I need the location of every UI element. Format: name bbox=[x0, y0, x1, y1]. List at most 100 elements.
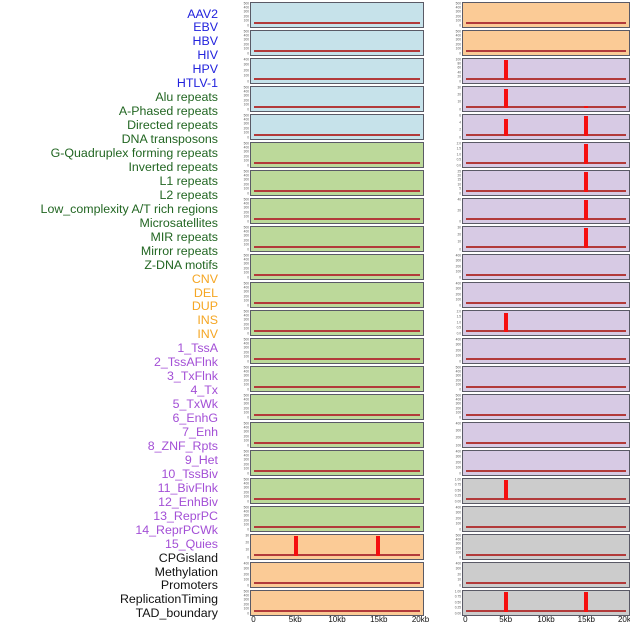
row-label-13-reprpc: 13_ReprPC bbox=[153, 508, 218, 523]
y-tick-label: 20 bbox=[457, 74, 461, 79]
y-tick-label: 0 bbox=[459, 526, 461, 531]
baseline bbox=[254, 330, 420, 332]
y-tick-label: 300 bbox=[455, 373, 461, 378]
data-spike bbox=[583, 115, 588, 136]
y-axis-ticks: 0 100 200 300 400 bbox=[228, 56, 250, 84]
row-label-3-txflnk: 3_TxFlnk bbox=[167, 369, 218, 384]
y-tick-label: 300 bbox=[455, 342, 461, 347]
data-spike bbox=[504, 88, 509, 108]
y-tick-label: 0.0 bbox=[456, 330, 461, 335]
y-tick-label: 10 bbox=[245, 547, 249, 552]
y-tick-label: 100 bbox=[455, 410, 461, 415]
track-left-panel-18: 0 100 200 300 400 500 bbox=[228, 505, 424, 532]
y-tick-label: 20 bbox=[457, 173, 461, 178]
baseline bbox=[254, 526, 420, 528]
y-tick-label: 0 bbox=[247, 162, 249, 167]
row-label-methylation: Methylation bbox=[154, 564, 218, 579]
y-axis-ticks: 0 100 200 300 400 500 bbox=[440, 1, 462, 28]
baseline bbox=[466, 442, 626, 444]
data-spike bbox=[504, 479, 509, 500]
y-tick-label: 20 bbox=[457, 232, 461, 237]
data-spike bbox=[583, 143, 588, 164]
y-tick-label: 300 bbox=[243, 9, 249, 14]
y-tick-label: 300 bbox=[243, 513, 249, 518]
y-tick-label: 200 bbox=[243, 518, 249, 523]
y-tick-label: 1.0 bbox=[456, 151, 461, 156]
row-label-tad-boundary: TAD_boundary bbox=[135, 606, 218, 621]
y-tick-label: 0 bbox=[247, 414, 249, 419]
y-tick-label: 300 bbox=[243, 345, 249, 350]
x-tick-label: 20kb bbox=[617, 615, 630, 624]
y-tick-label: 30 bbox=[457, 224, 461, 229]
y-axis-ticks: 0.00 0.25 0.50 0.75 1.00 bbox=[440, 589, 462, 616]
x-tick-label: 0 bbox=[463, 615, 468, 624]
y-axis-ticks: 0 100 200 300 400 500 bbox=[228, 365, 250, 392]
y-tick-label: 0.75 bbox=[454, 482, 461, 487]
y-tick-label: 300 bbox=[243, 566, 249, 571]
y-tick-label: 500 bbox=[243, 252, 249, 257]
data-spike bbox=[293, 535, 298, 556]
y-tick-label: 400 bbox=[455, 336, 461, 341]
y-tick-label: 200 bbox=[243, 378, 249, 383]
plot-box bbox=[462, 225, 630, 252]
baseline bbox=[254, 610, 420, 612]
y-tick-label: 300 bbox=[243, 401, 249, 406]
row-label-9-het: 9_Het bbox=[184, 452, 218, 467]
baseline bbox=[254, 302, 420, 304]
y-tick-label: 200 bbox=[455, 459, 461, 464]
plot-box bbox=[250, 169, 424, 196]
y-tick-label: 200 bbox=[243, 602, 249, 607]
baseline bbox=[254, 22, 420, 24]
y-axis-ticks: 0 100 200 300 400 500 bbox=[228, 449, 250, 476]
plot-box bbox=[462, 421, 630, 448]
y-tick-label: 400 bbox=[243, 56, 249, 61]
y-tick-label: 400 bbox=[243, 285, 249, 290]
y-tick-label: 0.00 bbox=[454, 498, 461, 503]
y-tick-label: 400 bbox=[455, 448, 461, 453]
y-tick-label: 100 bbox=[455, 353, 461, 358]
y-tick-label: 300 bbox=[455, 566, 461, 571]
plot-box bbox=[462, 1, 630, 28]
baseline bbox=[466, 78, 626, 80]
plot-box bbox=[250, 29, 424, 56]
plot-box bbox=[250, 561, 424, 588]
y-tick-label: 200 bbox=[243, 266, 249, 271]
plot-box bbox=[462, 169, 630, 196]
row-label-15-quies: 15_Quies bbox=[164, 536, 218, 551]
track-right-panel-13: 0 100 200 300 400 500 bbox=[440, 365, 630, 392]
track-left-panel-11: 0 100 200 300 400 500 bbox=[228, 309, 424, 336]
y-axis-ticks: 0.00 0.25 0.50 0.75 1.00 bbox=[440, 477, 462, 504]
y-tick-label: 0 bbox=[459, 274, 461, 279]
y-tick-label: 200 bbox=[243, 67, 249, 72]
y-tick-label: 100 bbox=[243, 46, 249, 51]
y-tick-label: 100 bbox=[243, 214, 249, 219]
y-tick-label: 2.0 bbox=[456, 140, 461, 145]
y-tick-label: 400 bbox=[455, 420, 461, 425]
y-tick-label: 100 bbox=[243, 18, 249, 23]
y-tick-label: 200 bbox=[455, 42, 461, 47]
baseline bbox=[254, 218, 420, 220]
plot-box bbox=[462, 449, 630, 476]
track-left-panel-17: 0 100 200 300 400 500 bbox=[228, 477, 424, 504]
y-tick-label: 10 bbox=[457, 577, 461, 582]
y-axis-ticks: 0 100 200 300 400 500 bbox=[440, 533, 462, 560]
y-tick-label: 100 bbox=[455, 442, 461, 447]
track-left-panel-10: 0 100 200 300 400 500 bbox=[228, 281, 424, 308]
plot-box bbox=[462, 561, 630, 588]
y-tick-label: 0 bbox=[459, 302, 461, 307]
baseline bbox=[466, 414, 626, 416]
y-tick-label: 0.50 bbox=[454, 487, 461, 492]
y-axis-ticks: 0 10 20 30 bbox=[440, 224, 462, 252]
y-tick-label: 200 bbox=[243, 238, 249, 243]
y-tick-label: 400 bbox=[243, 229, 249, 234]
y-tick-label: 40 bbox=[457, 70, 461, 75]
y-tick-label: 500 bbox=[243, 0, 249, 5]
track-left-panel-7: 0 100 200 300 400 500 bbox=[228, 197, 424, 224]
y-tick-label: 0.0 bbox=[456, 162, 461, 167]
y-tick-label: 0 bbox=[247, 582, 249, 587]
y-tick-label: 200 bbox=[455, 406, 461, 411]
y-axis-ticks: 0 100 200 300 400 500 bbox=[228, 29, 250, 56]
x-tick-label: 10kb bbox=[537, 615, 555, 624]
row-label-mir-repeats: MIR repeats bbox=[150, 229, 218, 244]
y-tick-label: 1.0 bbox=[456, 319, 461, 324]
